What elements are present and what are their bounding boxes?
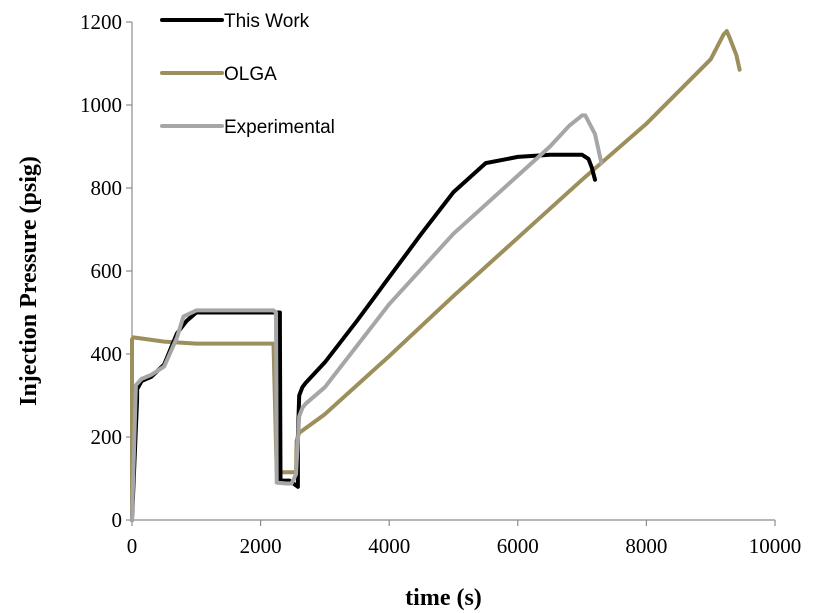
y-tick-label: 0	[112, 508, 123, 532]
legend-label: This Work	[224, 11, 310, 32]
x-tick-label: 0	[127, 534, 138, 558]
y-tick-label: 800	[91, 176, 123, 200]
series-line-olga	[130, 29, 742, 522]
y-tick-label: 1000	[80, 93, 122, 117]
x-tick-label: 10000	[749, 534, 802, 558]
axes	[126, 21, 776, 526]
x-tick-label: 6000	[497, 534, 539, 558]
y-tick-label: 600	[91, 259, 123, 283]
x-tick-label: 4000	[368, 534, 410, 558]
series-layer	[130, 29, 742, 522]
legend-label: Experimental	[224, 117, 335, 138]
x-tick-label: 2000	[240, 534, 282, 558]
y-tick-label: 200	[91, 425, 123, 449]
legend-label: OLGA	[224, 64, 277, 85]
y-tick-label: 1200	[80, 10, 122, 34]
x-axis-title: time (s)	[405, 585, 482, 611]
y-axis-title: Injection Pressure (psig)	[16, 156, 42, 406]
legend: This Work OLGA Experimental	[160, 11, 335, 138]
x-tick-label: 8000	[625, 534, 667, 558]
tick-labels: 0 200 400 600 800 1000 1200 0 2000 4000 6000 8000 10…	[80, 10, 801, 558]
series-line-experimental	[130, 113, 604, 522]
y-tick-label: 400	[91, 342, 123, 366]
